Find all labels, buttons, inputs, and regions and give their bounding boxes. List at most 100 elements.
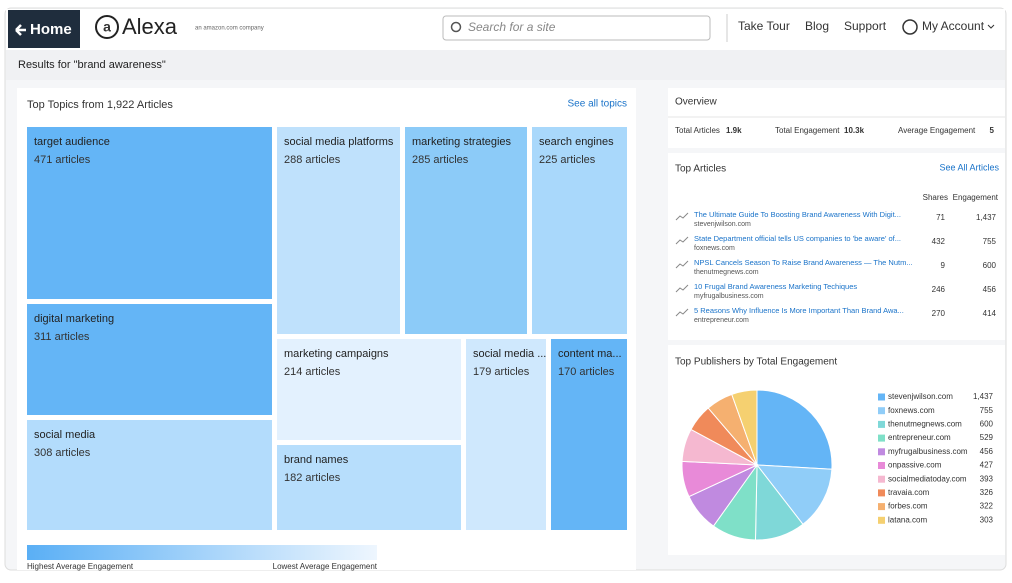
see-all-topics[interactable]: See all topics xyxy=(568,99,627,110)
topic-count: 182 articles xyxy=(284,472,341,484)
article-title[interactable]: 5 Reasons Why Influence Is More Importan… xyxy=(694,306,904,315)
article-engagement: 600 xyxy=(983,261,997,270)
article-title[interactable]: State Department official tells US compa… xyxy=(694,234,901,243)
topic-count: 471 articles xyxy=(34,154,91,166)
nav-link[interactable]: My Account xyxy=(922,19,985,33)
stat-label: Average Engagement xyxy=(898,126,976,135)
stat-value: 1.9k xyxy=(726,126,742,135)
caret xyxy=(987,24,995,29)
search-icon xyxy=(450,21,462,33)
legend-swatch xyxy=(878,420,885,428)
article-engagement: 1,437 xyxy=(976,213,997,222)
legend-low: Lowest Average Engagement xyxy=(273,562,378,571)
legend-swatch xyxy=(878,475,885,483)
legend-label: forbes.com xyxy=(888,502,928,511)
results-bar xyxy=(6,50,1005,80)
article-engagement: 755 xyxy=(983,237,997,246)
article-site: stevenjwilson.com xyxy=(694,221,751,228)
article-title[interactable]: The Ultimate Guide To Boosting Brand Awa… xyxy=(694,210,901,219)
logo-a: a xyxy=(103,19,111,35)
topic-name: social media ... xyxy=(473,348,546,360)
legend-label: latana.com xyxy=(888,515,927,524)
nav-link[interactable]: Support xyxy=(844,19,887,33)
topic-tile[interactable] xyxy=(532,127,627,334)
topic-name: social media platforms xyxy=(284,136,394,148)
article-site: myfrugalbusiness.com xyxy=(694,293,764,300)
topic-name: brand names xyxy=(284,454,349,466)
stat-value: 10.3k xyxy=(844,126,865,135)
topic-tile[interactable] xyxy=(551,339,627,530)
legend-label: socialmediatoday.com xyxy=(888,474,967,483)
legend-swatch xyxy=(878,489,885,497)
pie-slice xyxy=(731,389,758,466)
legend-value: 326 xyxy=(980,488,994,497)
article-shares: 432 xyxy=(932,237,946,246)
trend-icon xyxy=(675,212,689,221)
legend-swatch xyxy=(878,503,885,511)
topic-count: 308 articles xyxy=(34,447,91,459)
home-label[interactable]: Home xyxy=(30,21,72,38)
overview-panel xyxy=(668,88,1005,148)
article-engagement: 456 xyxy=(983,285,997,294)
legend-high: Highest Average Engagement xyxy=(27,562,134,571)
topic-tile[interactable] xyxy=(277,445,461,530)
legend-value: 393 xyxy=(980,474,994,483)
legend-label: thenutmegnews.com xyxy=(888,420,962,429)
topic-name: marketing strategies xyxy=(412,136,512,148)
legend-swatch xyxy=(878,448,885,456)
see-all-articles[interactable]: See All Articles xyxy=(939,162,999,172)
topic-tile[interactable] xyxy=(27,304,272,415)
legend-value: 303 xyxy=(980,515,994,524)
trend-icon xyxy=(675,260,689,269)
article-shares: 71 xyxy=(936,213,945,222)
pie-slice xyxy=(755,464,833,525)
legend-label: onpassive.com xyxy=(888,461,942,470)
col-header: Shares xyxy=(923,193,948,202)
legend-value: 529 xyxy=(980,433,994,442)
article-title[interactable]: NPSL Cancels Season To Raise Brand Aware… xyxy=(694,258,913,267)
col-header: Engagement xyxy=(953,193,999,202)
nav-link[interactable]: Blog xyxy=(805,19,829,33)
topics-title: Top Topics from 1,922 Articles xyxy=(27,99,173,111)
article-shares: 246 xyxy=(932,285,946,294)
topic-count: 288 articles xyxy=(284,154,341,166)
nav-link[interactable]: Take Tour xyxy=(738,19,790,33)
legend-label: travaia.com xyxy=(888,488,930,497)
topic-count: 285 articles xyxy=(412,154,469,166)
topic-count: 170 articles xyxy=(558,366,615,378)
articles-panel xyxy=(668,153,1005,340)
brand-sub: an amazon.com company xyxy=(195,26,264,32)
engagement-legend xyxy=(27,545,377,560)
topic-count: 214 articles xyxy=(284,366,341,378)
topic-tile[interactable] xyxy=(277,127,400,334)
trend-icon xyxy=(675,284,689,293)
topic-tile[interactable] xyxy=(27,127,272,299)
topic-name: search engines xyxy=(539,136,614,148)
topic-tile[interactable] xyxy=(277,339,461,440)
pie-slice xyxy=(756,389,833,470)
legend-value: 1,437 xyxy=(973,392,994,401)
legend-swatch xyxy=(878,407,885,415)
legend-label: myfrugalbusiness.com xyxy=(888,447,968,456)
legend-swatch xyxy=(878,434,885,442)
article-title[interactable]: 10 Frugal Brand Awareness Marketing Tech… xyxy=(694,282,857,291)
search-box[interactable] xyxy=(442,15,711,41)
topic-name: target audience xyxy=(34,136,110,148)
article-shares: 270 xyxy=(932,309,946,318)
legend-value: 600 xyxy=(980,420,994,429)
legend-value: 427 xyxy=(980,461,994,470)
logo-ring xyxy=(95,15,119,39)
topic-name: social media xyxy=(34,429,96,441)
trend-icon xyxy=(675,236,689,245)
search-placeholder[interactable]: Search for a site xyxy=(468,20,556,34)
topic-count: 179 articles xyxy=(473,366,530,378)
topic-tile[interactable] xyxy=(405,127,527,334)
topic-tile[interactable] xyxy=(27,420,272,530)
topic-count: 311 articles xyxy=(34,331,90,343)
topic-tile[interactable] xyxy=(466,339,546,530)
brand: Alexa xyxy=(122,14,178,39)
legend-label: foxnews.com xyxy=(888,406,935,415)
legend-value: 755 xyxy=(980,406,994,415)
